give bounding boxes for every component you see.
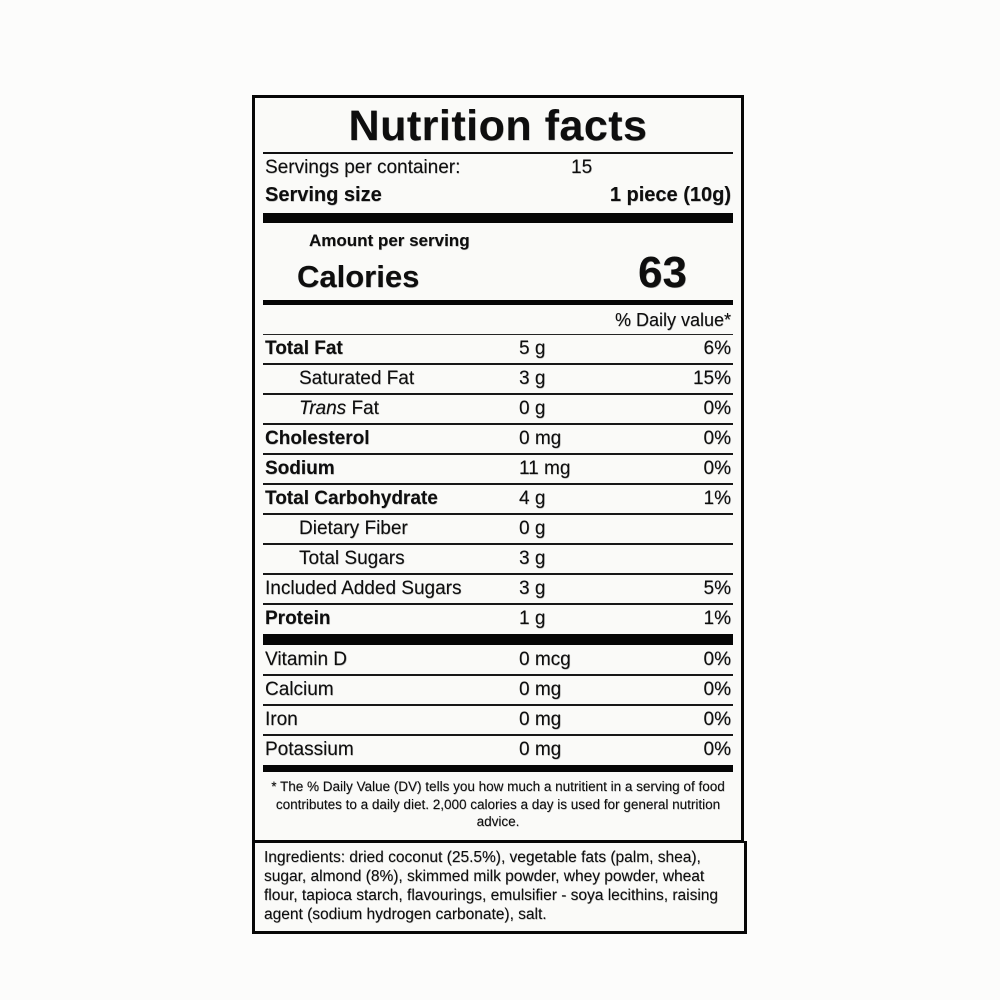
label-title: Nutrition facts bbox=[348, 102, 648, 150]
vitamin-row-calcium: Calcium 0 mg 0% bbox=[263, 674, 733, 704]
nutrient-row-saturated-fat: Saturated Fat 3 g 15% bbox=[263, 363, 733, 393]
vitamin-rows: Vitamin D 0 mcg 0% Calcium 0 mg 0% Iron … bbox=[263, 646, 733, 764]
divider-bar-vitamins bbox=[263, 765, 733, 773]
servings-per-container-value: 15 bbox=[571, 157, 593, 179]
vitamin-row-iron: Iron 0 mg 0% bbox=[263, 704, 733, 734]
vitamin-row-potassium: Potassium 0 mg 0% bbox=[263, 734, 733, 764]
divider-bar-calories bbox=[263, 300, 733, 306]
servings-per-container-row: Servings per container: 15 bbox=[263, 154, 733, 182]
amount-per-serving-label: Amount per serving bbox=[309, 231, 470, 251]
servings-per-container-label: Servings per container: bbox=[265, 157, 461, 179]
title-divider bbox=[263, 152, 733, 155]
nutrient-row-included-added-sugars: Included Added Sugars 3 g 5% bbox=[263, 573, 733, 603]
nutrient-row-total-sugars: Total Sugars 3 g bbox=[263, 543, 733, 573]
serving-size-row: Serving size 1 piece (10g) bbox=[263, 182, 733, 211]
serving-size-value: 1 piece (10g) bbox=[609, 184, 731, 207]
nutrient-row-protein: Protein 1 g 1% bbox=[263, 603, 733, 633]
trans-italic: Trans bbox=[299, 398, 347, 420]
nutrient-row-total-fat: Total Fat 5 g 6% bbox=[265, 338, 731, 360]
nutrient-row-cholesterol: Cholesterol 0 mg 0% bbox=[263, 423, 733, 453]
ingredients-text: Ingredients: dried coconut (25.5%), vege… bbox=[264, 848, 719, 923]
nutrient-row-total-carbohydrate: Total Carbohydrate 4 g 1% bbox=[263, 483, 733, 513]
calories-row: Calories 63 bbox=[263, 251, 733, 297]
daily-value-footnote: * The % Daily Value (DV) tells you how m… bbox=[271, 779, 725, 830]
nutrition-facts-box: Nutrition facts Servings per container: … bbox=[252, 95, 744, 843]
ingredients-box: Ingredients: dried coconut (25.5%), vege… bbox=[252, 840, 747, 934]
vitamin-row-vitamin-d: Vitamin D 0 mcg 0% bbox=[265, 649, 731, 671]
nutrient-rows: Total Fat 5 g 6% Saturated Fat 3 g 15% T… bbox=[263, 335, 733, 633]
serving-size-label: Serving size bbox=[265, 184, 382, 207]
nutrient-row-dietary-fiber: Dietary Fiber 0 g bbox=[263, 513, 733, 543]
nutrition-label: Nutrition facts Servings per container: … bbox=[252, 95, 747, 934]
calories-label: Calories bbox=[297, 259, 420, 295]
daily-value-divider bbox=[263, 334, 733, 336]
divider-bar-protein bbox=[263, 634, 733, 646]
calories-value: 63 bbox=[638, 248, 687, 298]
nutrient-row-trans-fat: Trans Fat 0 g 0% bbox=[263, 393, 733, 423]
trans-rest: Fat bbox=[346, 398, 379, 420]
daily-value-header: % Daily value* bbox=[614, 310, 731, 331]
divider-bar-serving bbox=[263, 213, 733, 224]
nutrient-row-sodium: Sodium 11 mg 0% bbox=[263, 453, 733, 483]
